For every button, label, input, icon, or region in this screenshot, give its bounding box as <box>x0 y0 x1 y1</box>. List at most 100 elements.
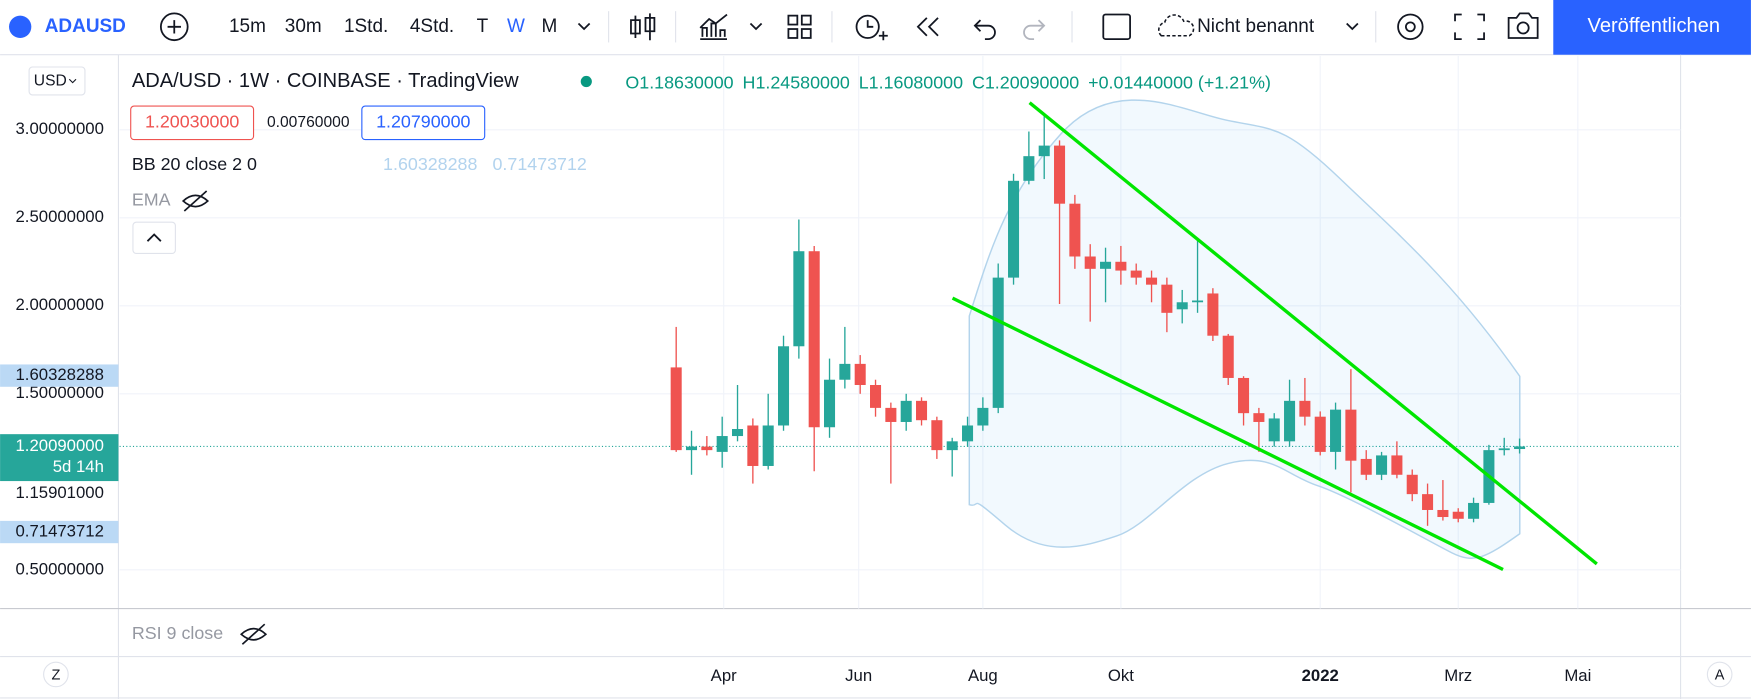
time-axis: Apr Jun Aug Okt 2022 Mrz Mai <box>711 666 1592 685</box>
ask: 1.20790000 <box>376 112 470 132</box>
candle-body <box>1192 300 1204 303</box>
replay[interactable] <box>916 17 939 37</box>
candle-body <box>977 407 989 426</box>
legend: ADA/USD · 1W · COINBASE · TradingView O1… <box>130 70 1271 255</box>
candle-body <box>1084 256 1096 269</box>
indicators[interactable] <box>699 13 728 40</box>
rsi-label: RSI 9 close <box>132 623 223 643</box>
y-tick-label: 1.50000000 <box>15 383 103 402</box>
zoom-button[interactable] <box>43 661 69 688</box>
indicators-menu[interactable] <box>749 22 763 31</box>
candle-body <box>1452 511 1464 519</box>
candle-body <box>1023 156 1035 181</box>
currency-box[interactable] <box>28 66 86 96</box>
settings[interactable] <box>1397 13 1424 40</box>
x-tick-label: Mai <box>1564 666 1591 685</box>
bid-box[interactable] <box>130 105 255 141</box>
hidden-icon[interactable] <box>181 190 210 212</box>
chart-type[interactable] <box>630 13 656 41</box>
auto-label: A <box>1715 667 1725 683</box>
candle-body <box>1130 270 1142 278</box>
ohlc-value: H1.24580000 <box>743 72 850 92</box>
candle-body <box>1222 335 1234 378</box>
publish-button[interactable] <box>1553 0 1751 55</box>
auto-button[interactable] <box>1706 661 1733 688</box>
candle-body <box>1008 180 1020 278</box>
layout-menu[interactable] <box>1346 22 1359 31</box>
currency-menu <box>68 78 77 84</box>
candle-body <box>701 446 713 451</box>
ema-label: EMA <box>132 190 171 210</box>
candle-body <box>931 420 943 451</box>
bid: 1.20030000 <box>145 112 239 132</box>
spread: 0.00760000 <box>267 114 350 131</box>
alert-icon <box>866 20 888 41</box>
candle-body <box>1330 409 1342 452</box>
symbol[interactable]: ADAUSD <box>45 16 126 37</box>
candle-body <box>1406 474 1418 495</box>
fullscreen[interactable] <box>1454 13 1485 40</box>
price-badge <box>0 364 119 387</box>
candle-body <box>1376 455 1388 475</box>
candle-body <box>1038 145 1050 157</box>
candle-body <box>854 363 866 386</box>
candle-body <box>870 385 882 408</box>
interval[interactable]: 4Std. <box>410 16 454 37</box>
interval[interactable]: T <box>477 16 489 37</box>
x-tick-label: Jun <box>845 666 872 685</box>
interval[interactable]: 30m <box>285 16 322 37</box>
candle-body <box>885 407 897 422</box>
layout-icon <box>800 14 812 26</box>
layout-name[interactable]: Nicht benannt <box>1197 16 1315 37</box>
x-tick-label: Okt <box>1108 666 1134 685</box>
undo[interactable] <box>973 19 996 40</box>
price-badge <box>0 520 119 544</box>
bb-lower: 0.71473712 <box>493 154 587 174</box>
candle-body <box>1391 455 1403 475</box>
add-symbol[interactable] <box>159 12 189 42</box>
collapse-button[interactable] <box>132 221 176 255</box>
market-status <box>580 75 592 88</box>
interval-menu[interactable] <box>577 22 591 31</box>
candle-body <box>1238 377 1250 414</box>
candle-body <box>900 400 912 422</box>
interval[interactable]: 15m <box>229 16 266 37</box>
candle-body <box>1498 448 1510 451</box>
redo[interactable] <box>1023 19 1046 40</box>
x-tick-label: 2022 <box>1302 666 1339 685</box>
snapshot[interactable] <box>1507 12 1539 39</box>
candle-body <box>732 429 744 437</box>
candle-body <box>778 346 790 426</box>
candle-body <box>1284 400 1296 442</box>
price-badge <box>0 434 119 482</box>
layout-icon <box>787 28 799 39</box>
bb-upper: 1.60328288 <box>383 154 477 174</box>
ohlc: O1.18630000 H1.24580000 L1.16080000 C1.2009… <box>625 72 1271 92</box>
candle-body <box>1253 413 1265 422</box>
candle-body <box>1069 203 1081 257</box>
candle-body <box>1314 416 1326 452</box>
candle-body <box>1437 509 1449 518</box>
bollinger-band <box>968 99 1521 559</box>
candle-body <box>762 425 774 466</box>
layout-icon[interactable] <box>787 14 799 26</box>
snapshot-icon <box>1516 21 1530 35</box>
fullscreen-box[interactable] <box>1102 13 1131 40</box>
y-tick-label: 3.00000000 <box>15 119 103 138</box>
collapse-icon <box>146 233 162 242</box>
candle-body <box>916 400 928 421</box>
publish-label: Veröffentlichen <box>1588 15 1720 37</box>
interval[interactable]: W <box>507 16 525 37</box>
candle-body <box>716 436 728 452</box>
trend-line <box>951 296 1504 571</box>
hidden-icon[interactable] <box>240 623 268 645</box>
ask-box[interactable] <box>361 105 486 141</box>
alert[interactable] <box>855 14 880 39</box>
candle-body <box>1268 418 1280 442</box>
candle-body <box>793 251 805 347</box>
price-badge-label: 1.60328288 <box>15 365 103 384</box>
interval[interactable]: 1Std. <box>344 16 388 37</box>
x-tick-label: Apr <box>711 666 737 685</box>
interval[interactable]: M <box>542 16 558 37</box>
candle-body <box>1422 494 1434 510</box>
